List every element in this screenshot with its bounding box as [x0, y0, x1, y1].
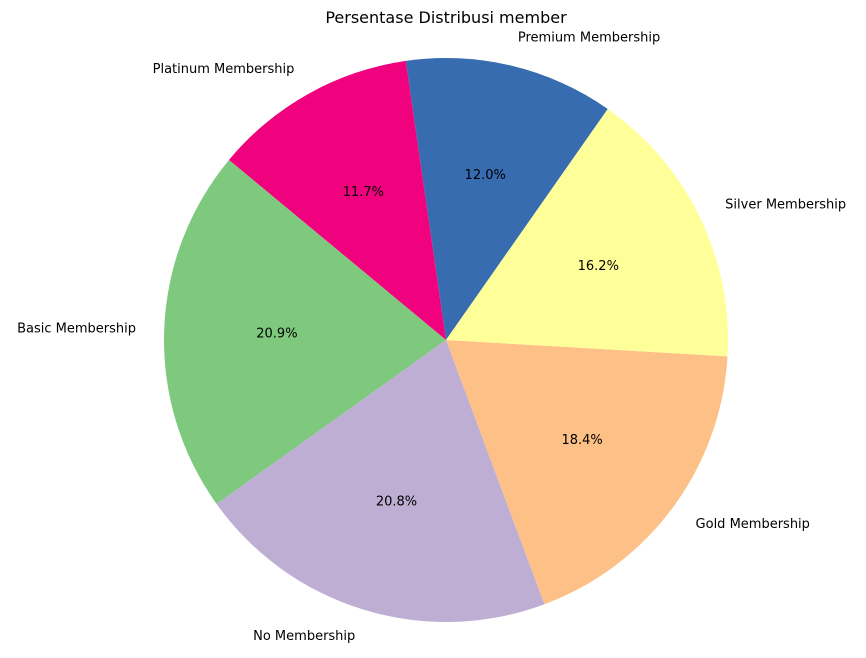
category-label-no-membership: No Membership — [253, 629, 355, 644]
pie-slice-no-membership — [216, 340, 545, 622]
percentage-label: 12.0% — [465, 168, 506, 183]
percentage-label: 18.4% — [561, 433, 602, 448]
pie-slice-basic-membership — [164, 159, 447, 504]
pie-slices — [164, 57, 728, 622]
percentage-label: 20.9% — [256, 326, 297, 341]
category-label-gold-membership: Gold Membership — [696, 517, 810, 532]
pie-slice-platinum-membership — [228, 60, 446, 340]
pie-slice-premium-membership — [405, 57, 608, 340]
category-label-basic-membership: Basic Membership — [17, 321, 136, 336]
percentage-label: 16.2% — [578, 259, 619, 274]
percentage-labels: 12.0% 11.7% 20.9% 20.8% 18.4% 16.2% — [256, 168, 619, 509]
category-label-platinum-membership: Platinum Membership — [153, 62, 295, 77]
category-labels: Premium Membership Platinum Membership Bas… — [17, 31, 846, 644]
category-label-silver-membership: Silver Membership — [725, 197, 846, 212]
chart-title: Persentase Distribusi member — [325, 8, 567, 27]
percentage-label: 20.8% — [376, 494, 417, 509]
category-label-premium-membership: Premium Membership — [518, 31, 660, 46]
pie-slice-silver-membership — [446, 108, 728, 357]
pie-slice-gold-membership — [446, 340, 728, 605]
percentage-label: 11.7% — [343, 185, 384, 200]
